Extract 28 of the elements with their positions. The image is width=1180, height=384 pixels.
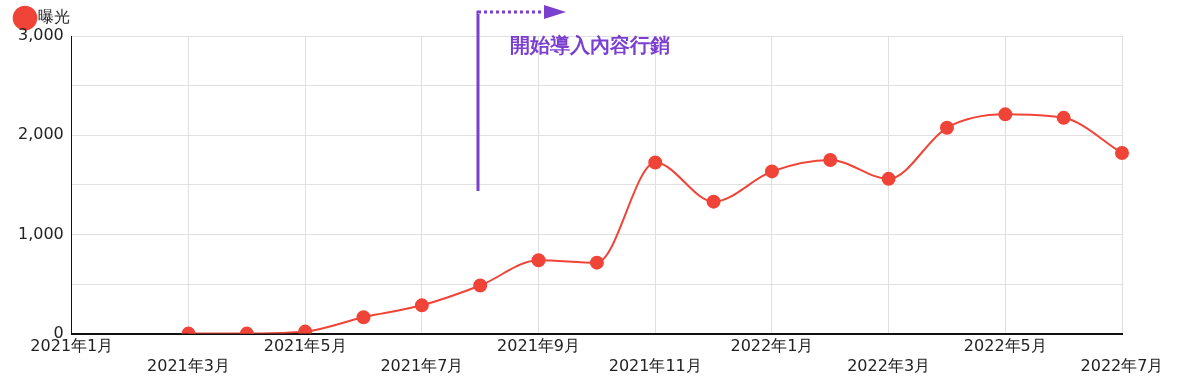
point [1056, 110, 1071, 125]
annotation: 開始導入內容行銷 [510, 32, 670, 59]
point [589, 255, 604, 270]
point [531, 253, 546, 268]
x-tick-label: 2022年3月 [847, 355, 931, 375]
x-tick-label: 2022年1月 [730, 336, 814, 356]
x-tick-label: 2021年7月 [380, 355, 464, 375]
y-tick-label: 2,000 [17, 124, 64, 144]
point [1115, 146, 1129, 161]
x-tick-label: 2021年11月 [608, 355, 702, 375]
x-tick-label: 2021年5月 [263, 336, 347, 356]
point [881, 171, 896, 186]
point [648, 155, 663, 170]
point [706, 194, 721, 209]
point [998, 107, 1013, 122]
x-tick-label: 2021年9月 [497, 336, 581, 356]
point [414, 298, 429, 313]
point [473, 278, 488, 293]
x-tick-label: 2022年5月 [963, 336, 1047, 356]
text: 1,000 [17, 223, 64, 243]
x-tick-label: 2022年7月 [1080, 355, 1164, 375]
point [356, 310, 371, 325]
point [764, 164, 779, 179]
point [939, 120, 954, 135]
y-tick-label: 3,000 [17, 25, 64, 45]
point [823, 153, 838, 167]
legend-label: 曝光 [38, 7, 70, 27]
x-tick-label: 2021年3月 [147, 355, 230, 375]
